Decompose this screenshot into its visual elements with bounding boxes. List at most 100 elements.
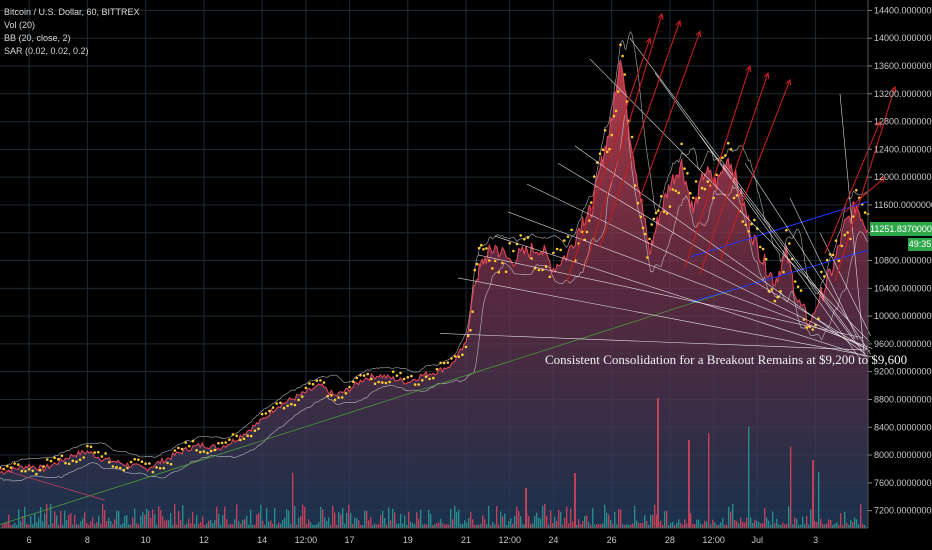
volume-bar (110, 520, 112, 528)
volume-bar (660, 520, 662, 528)
volume-bar (670, 522, 672, 528)
volume-bar (666, 510, 668, 528)
sar-dot (399, 371, 402, 375)
volume-bar (136, 523, 138, 528)
legend-bollinger[interactable]: BB (20, close, 2) (4, 33, 71, 43)
sar-dot (362, 374, 366, 377)
sar-dot (428, 377, 431, 381)
volume-bar (426, 524, 428, 528)
channel-upper (689, 200, 869, 258)
sar-dot (652, 217, 656, 221)
volume-bar (336, 524, 338, 528)
price-line (0, 59, 869, 475)
volume-bar (540, 518, 542, 528)
volume-bar (562, 524, 564, 528)
sar-dot (788, 242, 791, 245)
volume-bar (506, 524, 508, 528)
volume-bar (598, 524, 600, 528)
volume-bar (104, 509, 106, 528)
sar-dot (300, 395, 304, 398)
volume-bar (350, 512, 352, 528)
y-tick-label: 8000.00000000 (874, 450, 932, 460)
sar-dot (340, 396, 344, 399)
sar-dot (60, 454, 64, 458)
x-tick-label: 21 (461, 535, 471, 545)
volume-bar (812, 460, 814, 528)
volume-bar (450, 508, 452, 528)
sar-dot (823, 275, 826, 278)
y-tick-label: 13200.00000000 (874, 89, 932, 99)
sar-dot (639, 215, 643, 218)
volume-bar (310, 522, 312, 528)
y-tick-label: 14400.00000000 (874, 5, 932, 15)
x-tick-label: 3 (813, 535, 818, 545)
volume-bar (114, 519, 116, 528)
volume-bar (194, 523, 196, 528)
volume-bar (490, 524, 492, 528)
volume-bar (858, 524, 860, 528)
sar-dot (785, 228, 788, 232)
y-tick-label: 8800.00000000 (874, 394, 932, 404)
volume-bar (50, 503, 52, 528)
volume-bar (352, 523, 354, 528)
volume-bar (614, 511, 616, 528)
sar-dot (491, 267, 494, 270)
volume-bar (368, 520, 370, 528)
y-tick-label: 12400.00000000 (874, 144, 932, 154)
volume-bar (662, 524, 664, 528)
sar-dot (373, 382, 377, 386)
x-tick-label: 12:00 (498, 535, 521, 545)
volume-bar (212, 523, 214, 528)
volume-bar (156, 524, 158, 528)
volume-bar (480, 524, 482, 528)
volume-bar (552, 523, 554, 528)
volume-bar (10, 524, 12, 528)
legend-volume[interactable]: Vol (20) (4, 20, 36, 30)
x-tick-label: Jul (752, 535, 764, 545)
projection-arrow (824, 121, 881, 254)
volume-bar (204, 524, 206, 528)
volume-bar (248, 524, 250, 528)
volume-bar (738, 523, 740, 528)
volume-bar (246, 515, 248, 528)
volume-bar (688, 440, 690, 528)
sar-dot (166, 461, 169, 465)
legend-sar[interactable]: SAR (0.02, 0.02, 0.2) (4, 46, 89, 56)
volume-bar (174, 504, 176, 528)
sar-dot (253, 429, 257, 433)
volume-bar (2, 524, 4, 528)
sar-dot (501, 261, 504, 265)
bollinger-lower (0, 108, 869, 482)
sar-dot (473, 268, 477, 272)
volume-bar (268, 521, 270, 528)
sar-dot (158, 467, 162, 470)
sar-dot (126, 466, 129, 470)
volume-bar (786, 523, 788, 528)
volume-bar (602, 523, 604, 528)
sar-dot (220, 441, 224, 445)
volume-bar (220, 524, 222, 528)
volume-bar (576, 524, 578, 528)
sar-dot (381, 381, 384, 384)
volume-bar (36, 522, 38, 528)
sar-dot (504, 270, 508, 274)
volume-bar (622, 524, 624, 528)
volume-bar (642, 523, 644, 528)
sar-dot (837, 259, 841, 263)
sar-dot (559, 248, 562, 252)
sar-dot (820, 270, 823, 274)
sar-dot (773, 299, 777, 303)
pink-trendline (0, 468, 106, 501)
volume-bar (790, 446, 792, 528)
volume-bar (556, 521, 558, 528)
volume-bar (98, 515, 100, 528)
projection-arrow (584, 13, 663, 268)
sar-dot (417, 383, 421, 386)
sar-dot (366, 372, 370, 376)
volume-bar (516, 506, 518, 528)
volume-bar (618, 508, 620, 528)
volume-bar (362, 524, 364, 528)
arrow-head (890, 85, 897, 93)
volume-bar (396, 523, 398, 528)
